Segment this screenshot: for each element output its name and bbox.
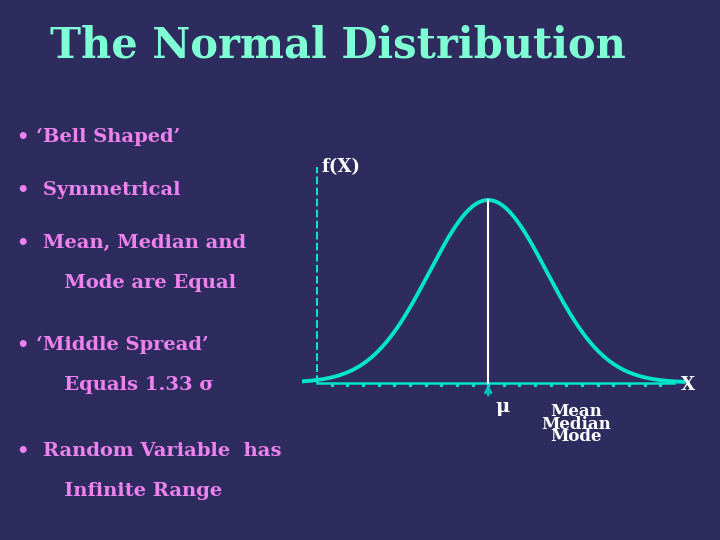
Text: X: X [681,376,696,394]
Text: •  Mean, Median and: • Mean, Median and [17,234,246,252]
Text: f(X): f(X) [322,158,361,176]
Text: Infinite Range: Infinite Range [17,482,222,500]
Text: • ‘Middle Spread’: • ‘Middle Spread’ [17,336,209,354]
Text: •  Symmetrical: • Symmetrical [17,181,181,199]
Text: • ‘Bell Shaped’: • ‘Bell Shaped’ [17,128,181,146]
Text: Mean: Mean [550,403,602,421]
Text: Median: Median [541,415,611,433]
Text: The Normal Distribution: The Normal Distribution [50,25,626,67]
Text: •  Random Variable  has: • Random Variable has [17,442,282,461]
Text: Mode: Mode [550,428,602,444]
Text: μ: μ [495,398,510,416]
Text: Mode are Equal: Mode are Equal [17,274,236,292]
Text: Equals 1.33 σ: Equals 1.33 σ [17,376,214,394]
